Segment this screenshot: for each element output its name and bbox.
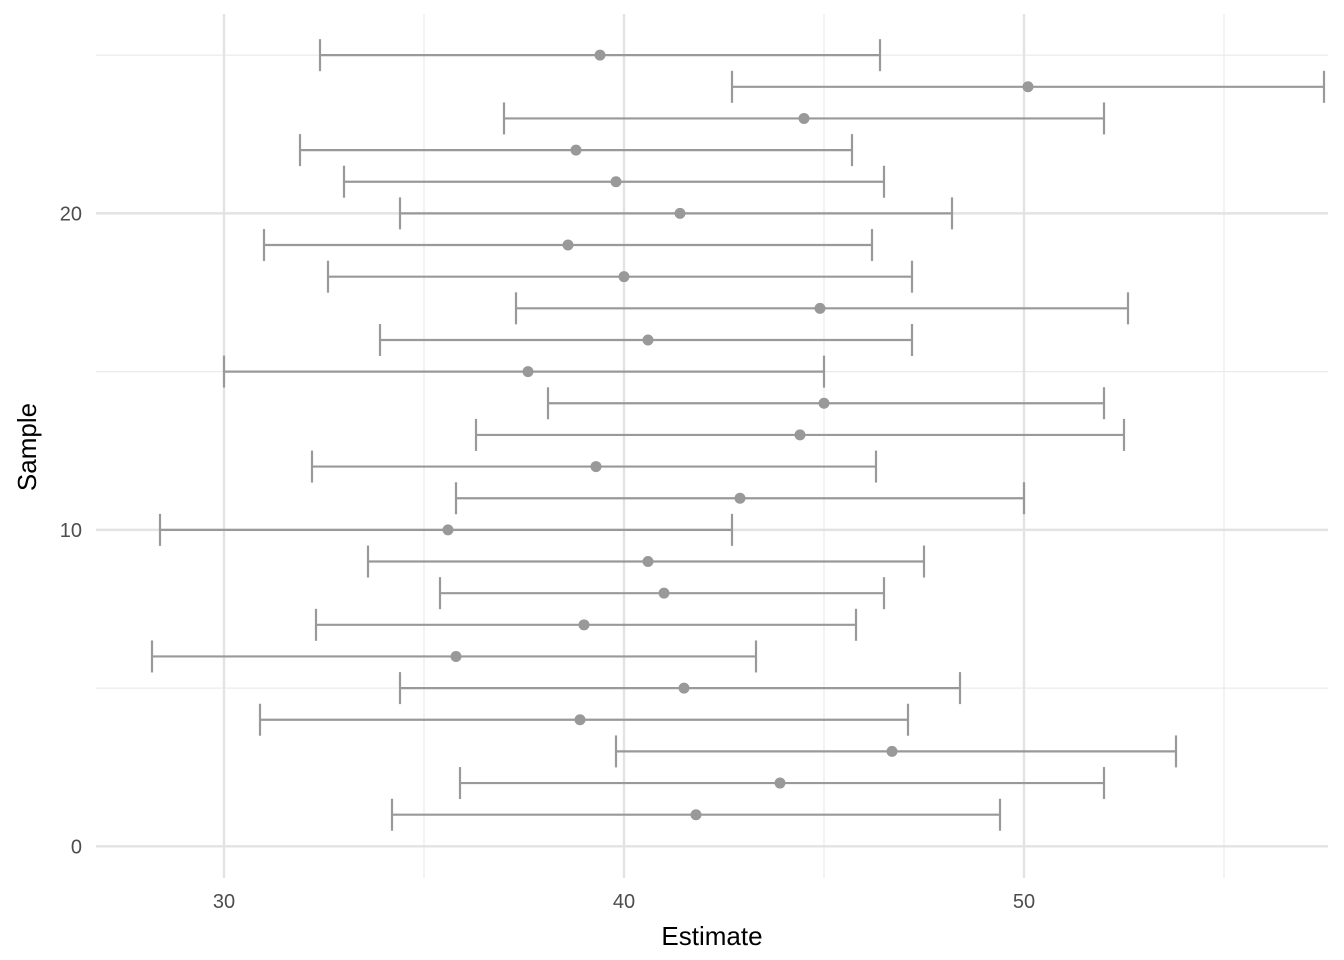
estimate-point (886, 745, 898, 757)
error-bar (546, 387, 1106, 420)
error-bar (258, 703, 910, 736)
error-bar (262, 229, 874, 262)
estimate-point (450, 650, 462, 662)
error-bar (454, 482, 1026, 515)
error-bar (366, 545, 926, 578)
estimate-point (1022, 81, 1034, 93)
estimate-point (570, 144, 582, 156)
estimate-point (590, 461, 602, 473)
estimate-point (690, 809, 702, 821)
estimate-point (594, 49, 606, 61)
y-axis-title: Sample (12, 403, 42, 491)
estimate-point (618, 271, 630, 283)
y-tick-labels: 0 10 20 (60, 203, 82, 858)
x-tick-label: 50 (1013, 891, 1035, 913)
y-tick-label: 0 (71, 836, 82, 858)
error-bar (310, 450, 878, 483)
estimate-point (610, 176, 622, 188)
estimate-point (658, 587, 670, 599)
estimate-point (774, 777, 786, 789)
error-bar (318, 39, 882, 72)
estimate-point (578, 619, 590, 631)
error-bar (298, 134, 854, 167)
estimate-point (814, 302, 826, 314)
error-bar (326, 260, 914, 293)
estimate-point (642, 334, 654, 346)
error-bar (514, 292, 1130, 325)
error-bar (150, 640, 758, 673)
error-bar (222, 355, 826, 388)
estimate-point (798, 112, 810, 124)
y-tick-label: 20 (60, 203, 82, 225)
error-bar (614, 735, 1178, 768)
x-tick-label: 30 (213, 891, 235, 913)
estimate-point (574, 714, 586, 726)
error-bar (474, 418, 1126, 451)
estimate-point (674, 207, 686, 219)
error-bar (342, 165, 886, 198)
estimate-point (678, 682, 690, 694)
error-bar (314, 608, 858, 641)
minor-gridlines (96, 14, 1328, 878)
error-bar (730, 70, 1326, 103)
error-bar (398, 197, 954, 230)
error-bar (390, 798, 1002, 831)
estimate-point (442, 524, 454, 536)
error-bar (502, 102, 1106, 135)
x-tick-labels: 30 40 50 (213, 891, 1035, 913)
error-bar (438, 577, 886, 610)
error-bars (150, 39, 1326, 831)
error-bar (158, 513, 734, 546)
major-gridlines (96, 14, 1328, 878)
estimate-point (734, 492, 746, 504)
x-axis-title: Estimate (661, 921, 762, 951)
y-tick-label: 10 (60, 520, 82, 542)
estimate-point (818, 397, 830, 409)
estimate-point (794, 429, 806, 441)
estimate-point (522, 366, 534, 378)
estimate-point (642, 556, 654, 568)
x-tick-label: 40 (613, 891, 635, 913)
error-bar (378, 323, 914, 356)
error-bar (398, 672, 962, 705)
error-bar (458, 767, 1106, 800)
estimate-point (562, 239, 574, 251)
